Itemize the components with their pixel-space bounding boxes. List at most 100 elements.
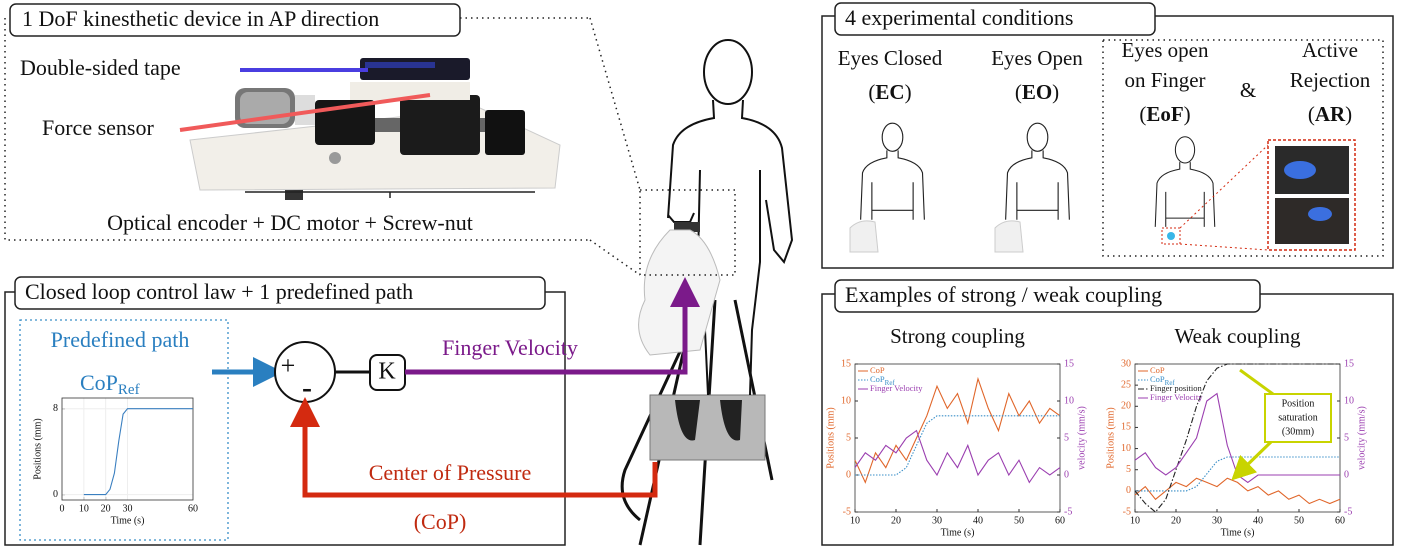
series-line bbox=[84, 409, 193, 495]
abbrev: AR bbox=[1315, 102, 1346, 126]
y2-tick-label: 10 bbox=[1064, 395, 1074, 406]
cop-ref-label: CoPRef bbox=[80, 370, 140, 398]
figure: 1 DoF kinesthetic device in AP direction… bbox=[0, 0, 1405, 549]
x-tick-label: 20 bbox=[1171, 515, 1181, 526]
minus-sign: - bbox=[302, 371, 312, 404]
legend-entry: Finger Velocity bbox=[1150, 392, 1203, 402]
x-tick-label: 50 bbox=[1014, 515, 1024, 526]
abbrev: EC bbox=[875, 80, 904, 104]
condition-label: Rejection bbox=[1290, 68, 1371, 92]
device-photo bbox=[190, 58, 560, 200]
condition-abbrev: (EO) bbox=[1015, 80, 1059, 104]
y-axis-label: Positions (mm) bbox=[32, 418, 43, 479]
x-tick-label: 10 bbox=[79, 503, 89, 514]
annotation-text: saturation bbox=[1278, 412, 1317, 423]
subject-eof bbox=[1155, 137, 1215, 227]
force-platform bbox=[650, 395, 765, 460]
annotation-text: Position bbox=[1282, 398, 1315, 409]
y-tick-label: 5 bbox=[846, 432, 851, 443]
paren: ) bbox=[1052, 80, 1059, 104]
legend-name: Finger Velocity bbox=[1150, 392, 1203, 402]
x-tick-label: 10 bbox=[850, 515, 860, 526]
paren: ( bbox=[1139, 102, 1146, 126]
sensor-label: Force sensor bbox=[42, 115, 154, 140]
y-tick-label: 5 bbox=[1126, 464, 1131, 475]
panel-title: Examples of strong / weak coupling bbox=[845, 282, 1162, 307]
cop-label: Center of Pressure bbox=[369, 460, 532, 485]
condition-label: on Finger bbox=[1124, 68, 1205, 92]
y-tick-label: 10 bbox=[1121, 443, 1131, 454]
legend-name: Finger Velocity bbox=[870, 383, 923, 393]
y-tick-label: -5 bbox=[1123, 506, 1131, 517]
line-chart: Weak coupling102030405060-5051015202530-… bbox=[1105, 324, 1367, 538]
y-tick-label: 15 bbox=[841, 358, 851, 369]
finger-velocity-label: Finger Velocity bbox=[442, 335, 578, 360]
paren: ( bbox=[1308, 102, 1315, 126]
y-tick-label: 0 bbox=[846, 469, 851, 480]
photo-ar-2 bbox=[1275, 198, 1349, 244]
y2-tick-label: 0 bbox=[1064, 469, 1069, 480]
y-tick-label: 0 bbox=[1126, 485, 1131, 496]
paren: ( bbox=[868, 80, 875, 104]
x-axis-label: Time (s) bbox=[941, 527, 975, 538]
x-tick-label: 40 bbox=[973, 515, 983, 526]
x-tick-label: 30 bbox=[123, 503, 133, 514]
annotation-text: (30mm) bbox=[1282, 426, 1314, 437]
x-tick-label: 0 bbox=[60, 503, 65, 514]
x-tick-label: 10 bbox=[1130, 515, 1140, 526]
x-tick-label: 30 bbox=[1212, 515, 1222, 526]
y2-tick-label: 5 bbox=[1344, 432, 1349, 443]
zoom-lines bbox=[1180, 145, 1268, 250]
panel-title: 1 DoF kinesthetic device in AP direction bbox=[22, 6, 379, 31]
y2-tick-label: 15 bbox=[1064, 358, 1074, 369]
y-tick-label: 0 bbox=[53, 489, 58, 500]
x-axis-label: Time (s) bbox=[111, 515, 145, 526]
chart-title: Strong coupling bbox=[890, 324, 1025, 348]
y-tick-label: 15 bbox=[1121, 422, 1131, 433]
y2-tick-label: 5 bbox=[1064, 432, 1069, 443]
x-tick-label: 50 bbox=[1294, 515, 1304, 526]
y-tick-label: 8 bbox=[53, 403, 58, 414]
y2-tick-label: 10 bbox=[1344, 395, 1354, 406]
panel-title: 4 experimental conditions bbox=[845, 5, 1074, 30]
abbrev: EoF bbox=[1146, 102, 1183, 126]
page: 1 DoF kinesthetic device in AP direction… bbox=[0, 0, 1405, 549]
device-panel: 1 DoF kinesthetic device in AP direction… bbox=[5, 4, 640, 275]
plus-sign: + bbox=[281, 351, 296, 380]
condition-label: Active bbox=[1302, 38, 1358, 62]
line-chart: 01020306008Time (s)Positions (mm) bbox=[32, 398, 198, 526]
y-tick-label: -5 bbox=[843, 506, 851, 517]
gain-label: K bbox=[378, 359, 396, 385]
y-tick-label: 10 bbox=[841, 395, 851, 406]
paren: ) bbox=[1184, 102, 1191, 126]
condition-label: Eyes open bbox=[1122, 38, 1209, 62]
y2-axis-label: velocity (mm/s) bbox=[1356, 406, 1367, 470]
ampersand: & bbox=[1240, 78, 1256, 102]
y2-tick-label: 15 bbox=[1344, 358, 1354, 369]
abbrev: EO bbox=[1022, 80, 1052, 104]
tape-label: Double-sided tape bbox=[20, 55, 181, 80]
y-axis-label: Positions (mm) bbox=[1105, 407, 1116, 468]
head bbox=[704, 40, 752, 104]
y-tick-label: 20 bbox=[1121, 401, 1131, 412]
panel-title: Closed loop control law + 1 predefined p… bbox=[25, 279, 413, 304]
actuator-label: Optical encoder + DC motor + Screw-nut bbox=[107, 210, 473, 235]
y2-tick-label: 0 bbox=[1344, 469, 1349, 480]
predefined-path-label: Predefined path bbox=[51, 327, 190, 352]
y2-tick-label: -5 bbox=[1064, 506, 1072, 517]
condition-abbrev: (AR) bbox=[1308, 102, 1352, 126]
x-tick-label: 20 bbox=[101, 503, 111, 514]
condition-abbrev: (EC) bbox=[868, 80, 911, 104]
cop-abbrev: (CoP) bbox=[414, 509, 467, 534]
glow-1 bbox=[1284, 161, 1316, 179]
paren: ) bbox=[1345, 102, 1352, 126]
hand bbox=[668, 213, 694, 222]
x-tick-label: 20 bbox=[891, 515, 901, 526]
condition-label: Eyes Open bbox=[991, 46, 1083, 70]
finger-light bbox=[1167, 232, 1175, 240]
chart-title: Weak coupling bbox=[1174, 324, 1301, 348]
paren: ) bbox=[905, 80, 912, 104]
x-tick-label: 30 bbox=[932, 515, 942, 526]
x-tick-label: 40 bbox=[1253, 515, 1263, 526]
person-illustration bbox=[622, 40, 792, 545]
